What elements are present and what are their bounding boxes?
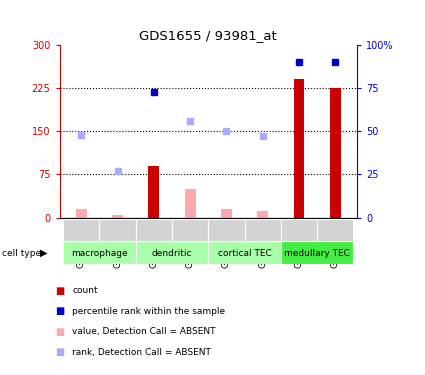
- Bar: [63, 219, 99, 242]
- Bar: [148, 166, 159, 218]
- Bar: [136, 219, 172, 242]
- Text: ■: ■: [55, 286, 65, 296]
- Text: dendritic: dendritic: [152, 249, 192, 258]
- Text: cell type: cell type: [2, 249, 41, 258]
- Bar: [208, 219, 244, 242]
- Bar: [208, 241, 281, 264]
- Text: percentile rank within the sample: percentile rank within the sample: [72, 307, 225, 316]
- Text: ■: ■: [55, 348, 65, 357]
- Title: GDS1655 / 93981_at: GDS1655 / 93981_at: [139, 30, 277, 42]
- Text: value, Detection Call = ABSENT: value, Detection Call = ABSENT: [72, 327, 216, 336]
- Bar: [244, 219, 281, 242]
- Bar: [112, 214, 123, 217]
- Text: ■: ■: [55, 306, 65, 316]
- Text: ▶: ▶: [40, 248, 48, 258]
- Bar: [317, 219, 353, 242]
- Bar: [294, 80, 304, 218]
- Bar: [281, 219, 317, 242]
- Bar: [136, 241, 208, 264]
- Bar: [76, 209, 87, 218]
- Bar: [221, 209, 232, 218]
- Bar: [185, 189, 196, 218]
- Bar: [257, 211, 268, 218]
- Bar: [281, 241, 353, 264]
- Text: ■: ■: [55, 327, 65, 337]
- Bar: [172, 219, 208, 242]
- Bar: [63, 241, 136, 264]
- Text: rank, Detection Call = ABSENT: rank, Detection Call = ABSENT: [72, 348, 211, 357]
- Bar: [99, 219, 136, 242]
- Text: cortical TEC: cortical TEC: [218, 249, 272, 258]
- Bar: [330, 88, 341, 218]
- Text: macrophage: macrophage: [71, 249, 128, 258]
- Text: count: count: [72, 286, 98, 295]
- Text: medullary TEC: medullary TEC: [284, 249, 350, 258]
